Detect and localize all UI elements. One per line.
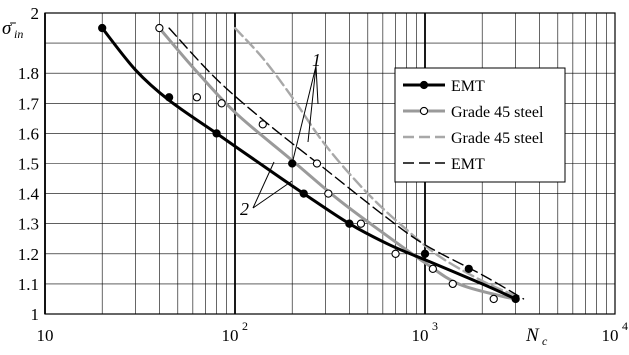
data-point-open bbox=[218, 100, 225, 107]
x-tick-label: 10 bbox=[222, 326, 239, 345]
y-tick-label: 1.8 bbox=[18, 64, 39, 83]
annotation-label-2: 2 bbox=[240, 199, 249, 219]
x-tick-label: 10 bbox=[602, 326, 619, 345]
data-point-filled bbox=[465, 265, 472, 272]
data-point-filled bbox=[213, 130, 220, 137]
x-tick-label: 10 bbox=[37, 326, 54, 345]
legend-label: Grade 45 steel bbox=[451, 130, 544, 147]
data-point-filled bbox=[300, 190, 307, 197]
data-point-open bbox=[193, 94, 200, 101]
x-tick-exponent: 4 bbox=[622, 319, 628, 333]
data-point-open bbox=[392, 250, 399, 257]
data-point-filled bbox=[421, 250, 428, 257]
data-point-filled bbox=[512, 295, 519, 302]
data-point-open bbox=[429, 265, 436, 272]
x-tick-exponent: 2 bbox=[242, 319, 248, 333]
data-point-open bbox=[325, 190, 332, 197]
x-axis-label-subscript: c bbox=[542, 334, 548, 348]
y-tick-label: 1.7 bbox=[18, 94, 40, 113]
y-axis-label: σ̄ in bbox=[2, 18, 23, 41]
y-tick-label: 1 bbox=[31, 305, 40, 324]
y-tick-label: 1.5 bbox=[18, 155, 39, 174]
data-point-open bbox=[490, 295, 497, 302]
x-axis-label-text: N bbox=[525, 325, 540, 346]
y-tick-labels: 1 1.1 1.2 1.3 1.4 1.5 1.6 1.7 1.8 2 bbox=[18, 4, 40, 324]
legend-label: Grade 45 steel bbox=[451, 104, 544, 121]
y-tick-label: 1.2 bbox=[18, 245, 39, 264]
y-tick-label: 2 bbox=[31, 4, 40, 23]
legend-marker bbox=[420, 81, 427, 88]
data-point-open bbox=[259, 121, 266, 128]
x-tick-labels: 10 10 2 10 3 10 4 bbox=[37, 319, 629, 345]
x-tick-exponent: 3 bbox=[432, 319, 438, 333]
annotation-label-1: 1 bbox=[312, 50, 321, 70]
y-tick-label: 1.1 bbox=[18, 275, 39, 294]
data-point-open bbox=[357, 220, 364, 227]
y-axis-label-subscript: in bbox=[14, 27, 23, 41]
data-point-open bbox=[156, 24, 163, 31]
legend-marker bbox=[420, 107, 427, 114]
data-point-filled bbox=[99, 24, 106, 31]
data-point-filled bbox=[166, 94, 173, 101]
data-point-open bbox=[313, 160, 320, 167]
y-tick-label: 1.4 bbox=[18, 185, 40, 204]
data-point-open bbox=[449, 280, 456, 287]
legend: EMT Grade 45 steel Grade 45 steel EMT bbox=[395, 68, 565, 182]
y-tick-label: 1.3 bbox=[18, 215, 39, 234]
data-point-filled bbox=[346, 220, 353, 227]
x-tick-label: 10 bbox=[412, 326, 429, 345]
legend-label: EMT bbox=[451, 156, 485, 173]
y-tick-label: 1.6 bbox=[18, 124, 39, 143]
legend-label: EMT bbox=[451, 78, 485, 95]
